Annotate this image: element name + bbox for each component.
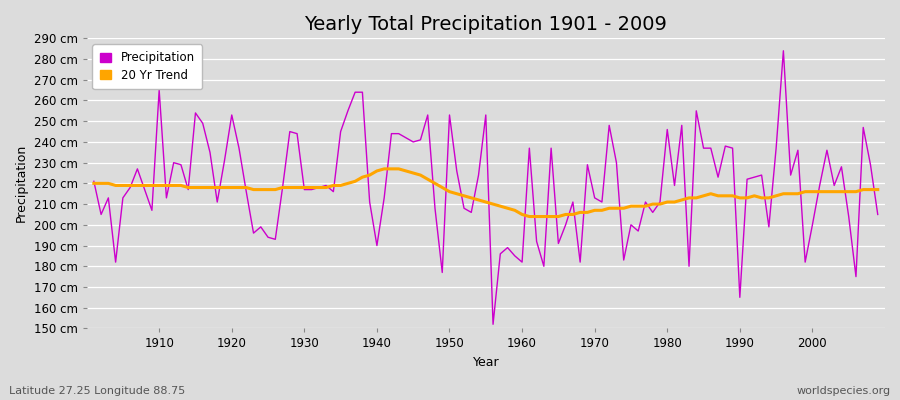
20 Yr Trend: [379, 166, 390, 171]
Title: Yearly Total Precipitation 1901 - 2009: Yearly Total Precipitation 1901 - 2009: [304, 15, 667, 34]
20 Yr Trend: [88, 181, 99, 186]
Legend: Precipitation, 20 Yr Trend: Precipitation, 20 Yr Trend: [93, 44, 202, 89]
20 Yr Trend: [350, 179, 361, 184]
X-axis label: Year: Year: [472, 356, 500, 369]
20 Yr Trend: [531, 214, 542, 219]
Precipitation: [611, 160, 622, 165]
Precipitation: [517, 260, 527, 264]
Y-axis label: Precipitation: Precipitation: [15, 144, 28, 222]
Text: worldspecies.org: worldspecies.org: [796, 386, 891, 396]
20 Yr Trend: [306, 185, 317, 190]
Precipitation: [524, 146, 535, 150]
Line: Precipitation: Precipitation: [94, 51, 878, 324]
Precipitation: [872, 212, 883, 217]
20 Yr Trend: [872, 187, 883, 192]
20 Yr Trend: [618, 206, 629, 211]
20 Yr Trend: [524, 214, 535, 219]
Text: Latitude 27.25 Longitude 88.75: Latitude 27.25 Longitude 88.75: [9, 386, 185, 396]
Precipitation: [350, 90, 361, 95]
20 Yr Trend: [147, 183, 158, 188]
Precipitation: [88, 179, 99, 184]
Precipitation: [306, 187, 317, 192]
20 Yr Trend: [517, 212, 527, 217]
Line: 20 Yr Trend: 20 Yr Trend: [94, 169, 878, 216]
Precipitation: [147, 208, 158, 213]
Precipitation: [488, 322, 499, 327]
Precipitation: [778, 48, 788, 53]
